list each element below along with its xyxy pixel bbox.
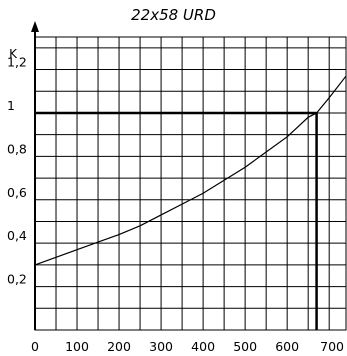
series-line-0: [34, 75, 347, 266]
x-tick-label: 0: [31, 339, 39, 354]
x-tick-label: 600: [275, 339, 299, 354]
x-tick-label: 200: [107, 339, 131, 354]
x-tick-label: 500: [233, 339, 257, 354]
y-tick-label: 1: [7, 98, 15, 113]
axes: [31, 21, 39, 330]
y-tick-label: 1,2: [7, 55, 27, 70]
y-axis-arrow: [31, 21, 39, 32]
series: [34, 75, 347, 266]
chart-title: 22x58 URD: [131, 6, 216, 24]
x-tick-label: 700: [320, 339, 344, 354]
plot-border: [34, 36, 347, 331]
y-tick-label: 0,8: [7, 141, 27, 156]
y-tick-label: 0,4: [7, 228, 27, 243]
reference-lines: [35, 111, 318, 330]
x-tick-label: 300: [149, 339, 173, 354]
grid: [34, 36, 347, 331]
y-tick-label: 0,2: [7, 272, 27, 287]
y-tick-label: 0,6: [7, 185, 27, 200]
y-axis-label: K: [9, 47, 18, 61]
tick-labels: K 0,2 0,4 0,6 0,8 1 1,2 0 100 200 300 400 500 600 700: [7, 47, 344, 354]
x-tick-label: 400: [191, 339, 215, 354]
x-tick-label: 100: [65, 339, 89, 354]
